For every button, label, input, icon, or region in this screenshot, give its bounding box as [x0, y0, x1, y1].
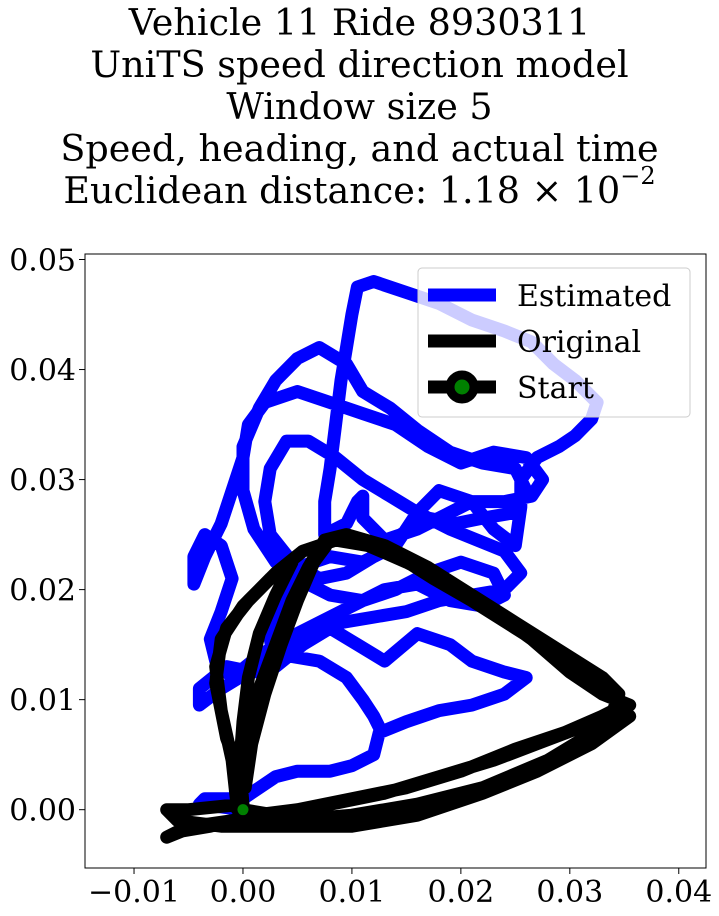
- title-line-3: Window size 5: [226, 85, 493, 128]
- x-tick-label: 0.03: [536, 875, 603, 910]
- x-axis: −0.01 0.00 0.01 0.02 0.03 0.04: [88, 868, 712, 910]
- title-line-5-text: Euclidean distance: 1.18 × 10: [63, 169, 621, 212]
- legend-box: [417, 267, 691, 418]
- title-line-2: UniTS speed direction model: [90, 43, 629, 86]
- legend-start-label: Start: [517, 371, 594, 406]
- x-tick-label: 0.02: [427, 875, 494, 910]
- legend-original-label: Original: [517, 325, 641, 360]
- title-line-4: Speed, heading, and actual time: [60, 127, 659, 170]
- y-tick-label: 0.03: [9, 464, 76, 499]
- title-line-5: Euclidean distance: 1.18 × 10−2: [0, 164, 719, 212]
- legend-estimated-label: Estimated: [517, 279, 671, 314]
- y-tick-label: 0.02: [9, 574, 76, 609]
- x-tick-label: −0.01: [88, 875, 180, 910]
- y-axis: 0.00 0.01 0.02 0.03 0.04 0.05: [9, 244, 85, 829]
- y-tick-label: 0.00: [9, 794, 76, 829]
- series-original-line: [160, 528, 637, 844]
- start-point-marker: [237, 804, 249, 816]
- title-line-1: Vehicle 11 Ride 8930311: [128, 1, 591, 44]
- legend: Estimated Original Start: [417, 267, 691, 418]
- plot-frame: [84, 253, 707, 869]
- title-line-5-exponent: −2: [620, 161, 656, 190]
- y-tick-label: 0.05: [9, 244, 76, 279]
- x-tick-label: 0.01: [319, 875, 386, 910]
- y-tick-label: 0.01: [9, 684, 76, 719]
- x-tick-label: 0.04: [645, 875, 712, 910]
- y-tick-label: 0.04: [9, 354, 76, 389]
- legend-start-marker: [445, 370, 479, 404]
- series-layer: [160, 275, 637, 844]
- series-estimated-line: [187, 275, 604, 817]
- x-tick-label: 0.00: [210, 875, 277, 910]
